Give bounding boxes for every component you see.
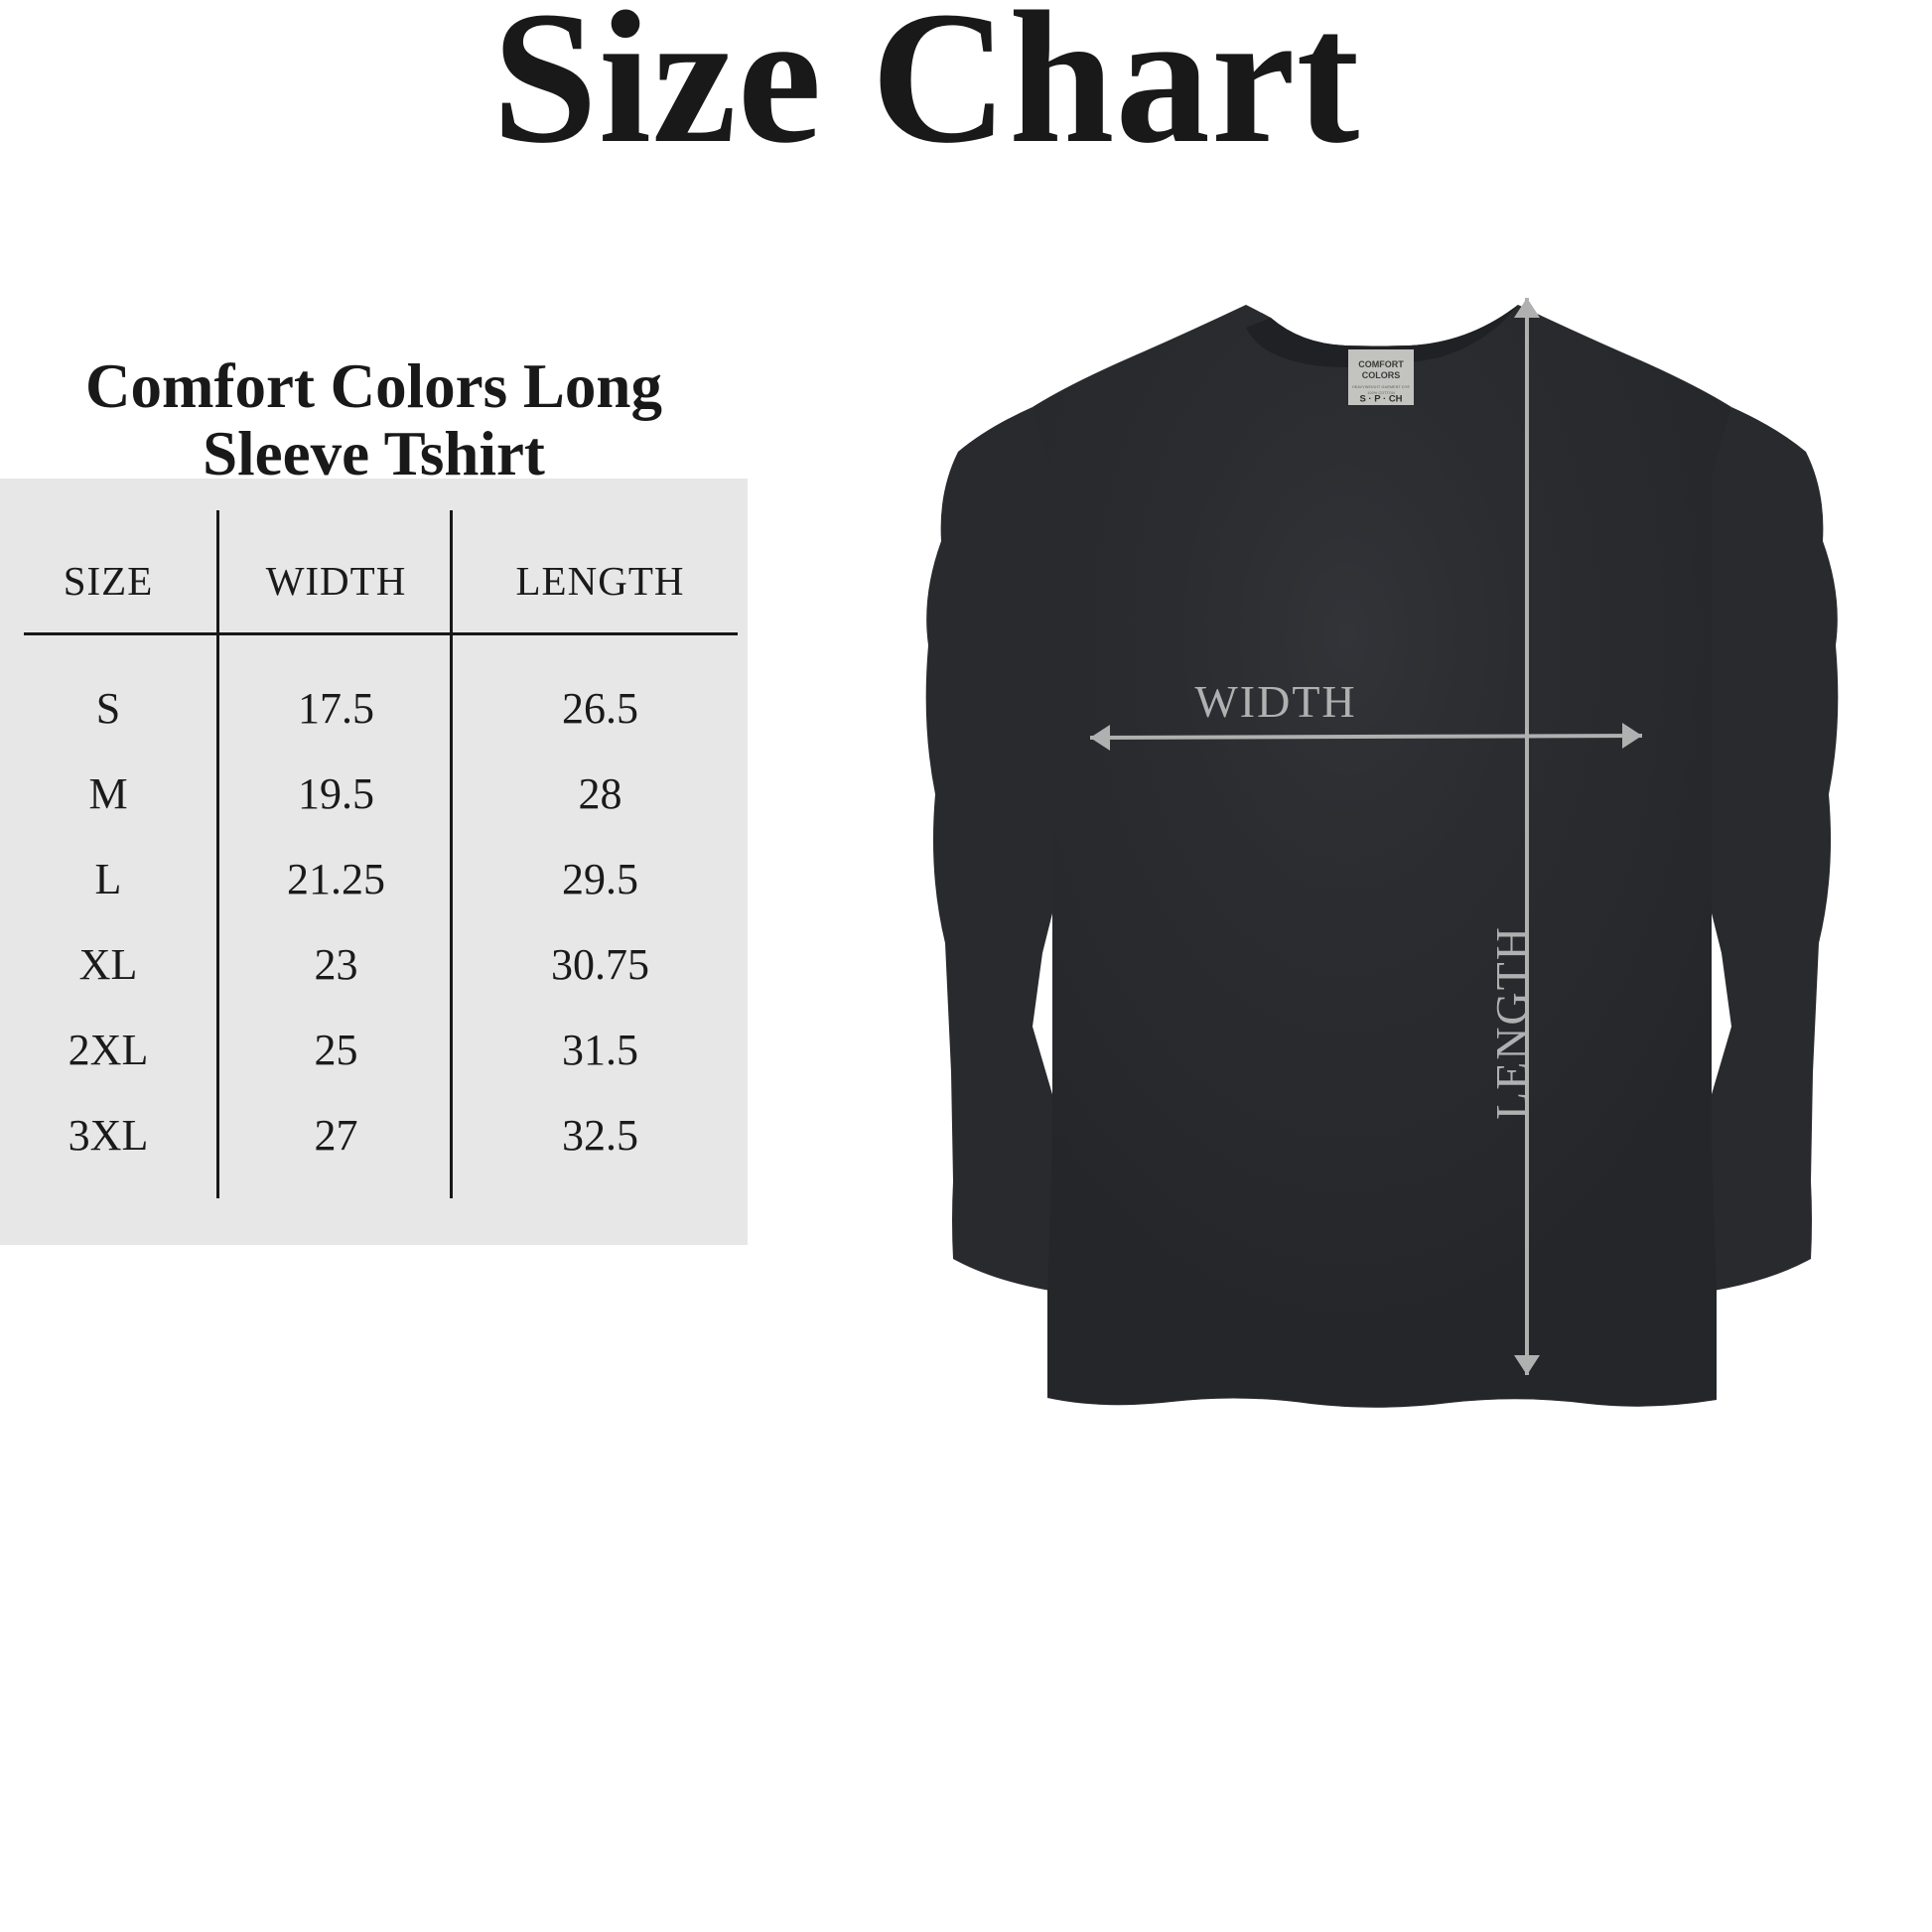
svg-text:LENGTH: LENGTH (1486, 925, 1537, 1120)
svg-text:HEAVYWEIGHT GARMENT DYE: HEAVYWEIGHT GARMENT DYE (1352, 385, 1411, 389)
svg-text:WIDTH: WIDTH (1194, 676, 1356, 727)
svg-text:COMFORT: COMFORT (1358, 359, 1404, 369)
svg-text:S · P · CH: S · P · CH (1359, 394, 1402, 405)
svg-text:COLORS: COLORS (1362, 370, 1401, 380)
